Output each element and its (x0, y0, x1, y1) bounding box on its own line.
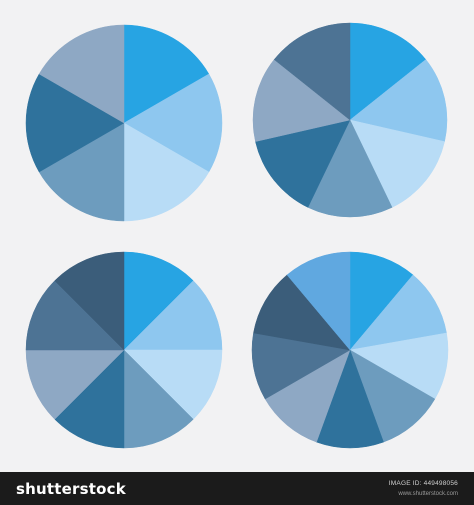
pie-slice (286, 251, 351, 351)
pie-slice (349, 22, 427, 121)
pie-slice (123, 251, 194, 351)
pie-slice (123, 349, 194, 449)
pie-chart-2 (252, 22, 448, 218)
shutterstock-logo: shutterstock (16, 480, 126, 498)
pie-slice (349, 119, 445, 208)
pie-slice (38, 122, 125, 222)
pie-slice (123, 73, 223, 173)
pie-slice (349, 274, 447, 351)
pie-slice (123, 349, 223, 420)
site-url: www.shutterstock.com (398, 491, 458, 497)
pie-slice (25, 280, 125, 351)
footer-bar: shutterstock IMAGE ID: 449498056 www.shu… (0, 472, 474, 505)
pie-chart-4 (251, 251, 449, 449)
pie-slice (38, 24, 125, 124)
pie-slice (255, 119, 351, 208)
pie-slice (123, 122, 210, 222)
pie-charts-canvas (25, 22, 449, 449)
pie-slice (123, 24, 210, 124)
pie-chart-1 (25, 24, 223, 222)
pie-slice (54, 349, 125, 449)
pie-slice (307, 119, 393, 218)
pie-slice (251, 332, 351, 400)
pie-slice (253, 274, 351, 351)
pie-slice (349, 251, 414, 351)
pie-chart-3 (25, 251, 223, 449)
pie-slice (316, 349, 384, 449)
pie-slice (349, 59, 448, 142)
image-id-label: IMAGE ID: 449498056 (388, 480, 458, 487)
pie-slice (349, 332, 449, 400)
pie-slice (54, 251, 125, 351)
pie-slice (252, 59, 351, 142)
pie-slice (264, 349, 351, 443)
pie-slice (25, 349, 125, 420)
pie-slice (273, 22, 351, 121)
pie-slice (123, 280, 223, 351)
pie-slice (25, 73, 125, 173)
pie-slice (349, 349, 436, 443)
